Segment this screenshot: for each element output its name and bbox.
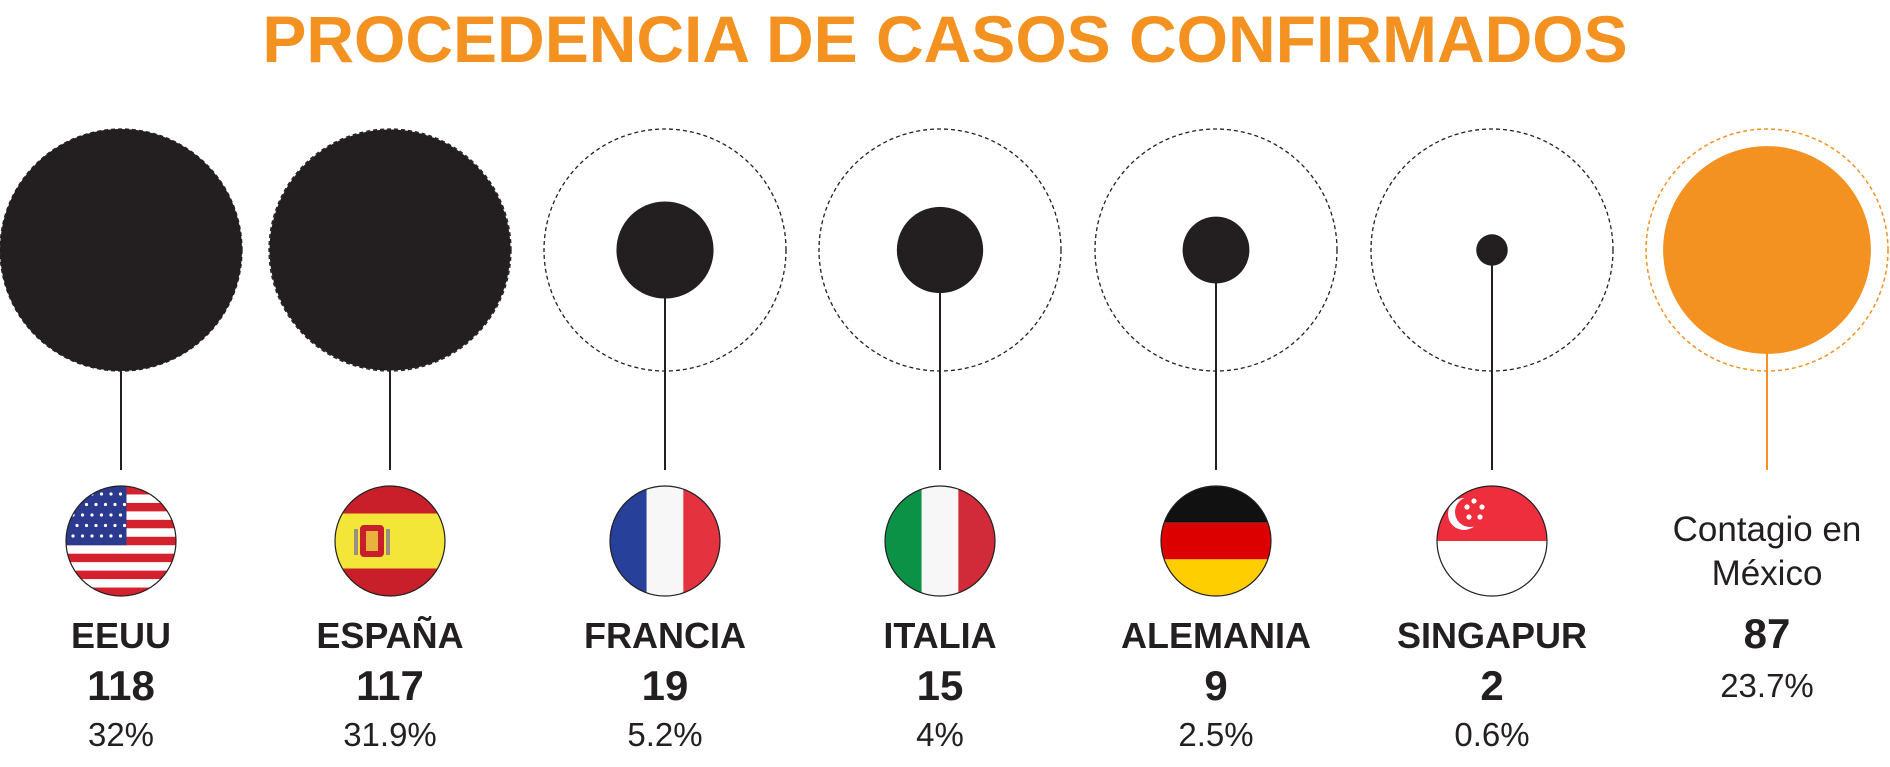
value-singapur: 2 xyxy=(1480,662,1503,709)
spain-flag xyxy=(335,486,445,596)
value-alemania: 9 xyxy=(1204,662,1227,709)
label-españa: ESPAÑA xyxy=(316,614,463,656)
bubble-mexico xyxy=(1663,146,1871,354)
percent-eeuu: 32% xyxy=(88,716,154,753)
percent-mexico: 23.7% xyxy=(1720,667,1814,704)
value-francia: 19 xyxy=(642,662,689,709)
usa-flag-outline xyxy=(65,485,177,597)
label-mexico-line1: Contagio en xyxy=(1673,510,1862,549)
value-mexico: 87 xyxy=(1744,610,1791,657)
percent-españa: 31.9% xyxy=(343,716,437,753)
value-eeuu: 118 xyxy=(87,662,155,709)
label-italia: ITALIA xyxy=(883,615,996,656)
chart-title: PROCEDENCIA DE CASOS CONFIRMADOS xyxy=(262,2,1627,76)
bubble-italia xyxy=(896,206,984,294)
percent-italia: 4% xyxy=(916,716,964,753)
spain-flag-outline xyxy=(334,485,446,597)
value-españa: 117 xyxy=(356,662,424,709)
bubble-alemania xyxy=(1182,216,1250,284)
label-singapur: SINGAPUR xyxy=(1397,615,1587,656)
usa-flag xyxy=(66,486,176,596)
chart-marks: EEUU 118 32% ESPAÑA 117 31.9% FRANCIA 19 5.2% ITA… xyxy=(0,128,1889,753)
germany-flag-outline xyxy=(1160,485,1272,597)
label-eeuu: EEUU xyxy=(71,615,171,656)
italy-flag-outline xyxy=(884,485,996,597)
bubble-singapur xyxy=(1476,234,1508,266)
percent-alemania: 2.5% xyxy=(1178,716,1253,753)
label-mexico-line2: México xyxy=(1712,554,1823,593)
bubble-francia xyxy=(616,201,714,299)
singapore-flag-outline xyxy=(1436,485,1548,597)
france-flag-outline xyxy=(609,485,721,597)
label-alemania: ALEMANIA xyxy=(1121,615,1311,656)
label-francia: FRANCIA xyxy=(584,615,746,656)
bubble-españa xyxy=(269,129,511,371)
bubble-eeuu xyxy=(0,129,242,371)
value-italia: 15 xyxy=(917,662,964,709)
percent-francia: 5.2% xyxy=(627,716,702,753)
percent-singapur: 0.6% xyxy=(1454,716,1529,753)
